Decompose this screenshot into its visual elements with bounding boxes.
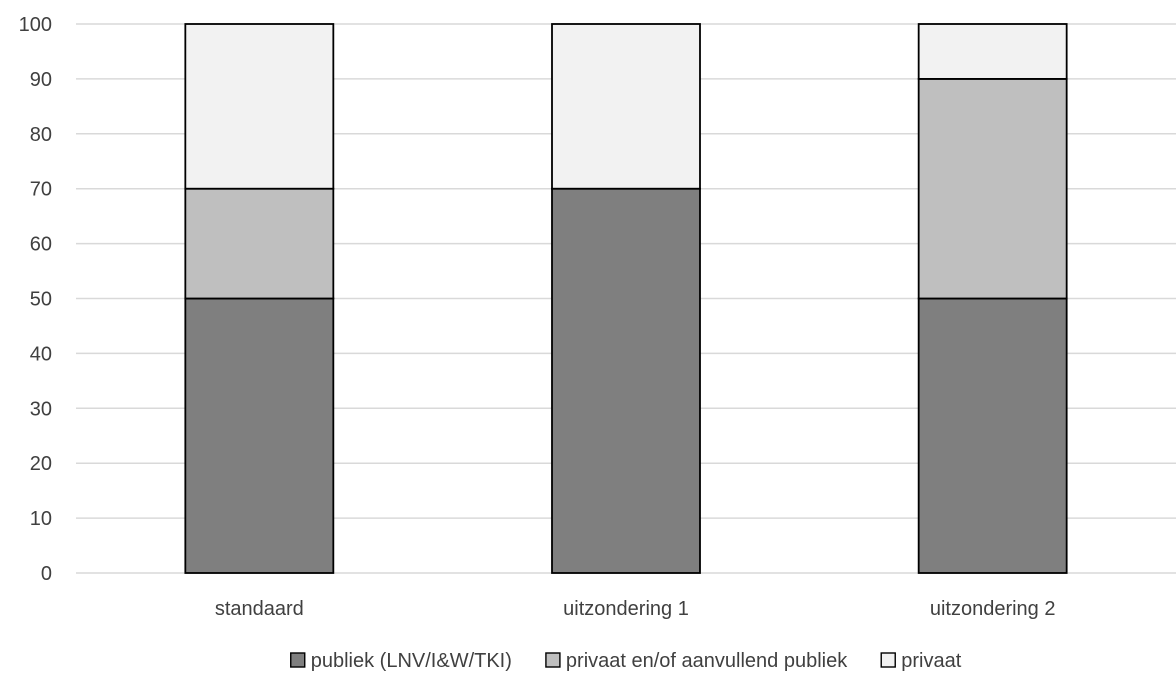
y-axis-tick-labels: 0 10 20 30 40 50 60 70 80 90 100 bbox=[19, 14, 52, 585]
y-tick-label: 20 bbox=[30, 453, 52, 475]
legend-item-1: publiek (LNV/I&W/TKI) bbox=[290, 650, 512, 672]
bar-segment-3-2 bbox=[551, 23, 701, 190]
y-tick-label: 60 bbox=[30, 234, 52, 256]
bar-segment-1-3 bbox=[917, 297, 1068, 574]
bars bbox=[184, 23, 1068, 574]
y-tick-label: 30 bbox=[30, 398, 52, 420]
legend-label: privaat bbox=[901, 650, 961, 672]
bar-segment-1-1 bbox=[184, 297, 335, 574]
legend-swatch bbox=[290, 652, 306, 668]
bar-segment-3-1 bbox=[184, 23, 335, 190]
y-tick-label: 10 bbox=[30, 508, 52, 530]
bar-segment-3-3 bbox=[917, 23, 1068, 80]
legend-label: privaat en/of aanvullend publiek bbox=[566, 650, 848, 672]
y-tick-label: 100 bbox=[19, 14, 52, 36]
y-tick-label: 70 bbox=[30, 179, 52, 201]
legend-label: publiek (LNV/I&W/TKI) bbox=[311, 650, 512, 672]
bar-segment-2-1 bbox=[184, 187, 335, 300]
y-tick-label: 80 bbox=[30, 124, 52, 146]
y-tick-label: 0 bbox=[41, 563, 52, 585]
legend-swatch bbox=[545, 652, 561, 668]
y-tick-label: 90 bbox=[30, 69, 52, 91]
legend-swatch bbox=[880, 652, 896, 668]
legend-item-3: privaat bbox=[880, 650, 962, 672]
x-tick-label: uitzondering 1 bbox=[563, 598, 689, 620]
legend: publiek (LNV/I&W/TKI) privaat en/of aanvu… bbox=[290, 650, 962, 672]
bar-segment-2-3 bbox=[917, 78, 1068, 300]
x-axis-tick-labels: standaard uitzondering 1 uitzondering 2 bbox=[215, 598, 1056, 620]
bar-segment-1-2 bbox=[551, 187, 701, 574]
y-tick-label: 50 bbox=[30, 289, 52, 311]
x-tick-label: standaard bbox=[215, 598, 304, 620]
y-tick-label: 40 bbox=[30, 343, 52, 365]
legend-item-2: privaat en/of aanvullend publiek bbox=[545, 650, 848, 672]
x-tick-label: uitzondering 2 bbox=[930, 598, 1056, 620]
